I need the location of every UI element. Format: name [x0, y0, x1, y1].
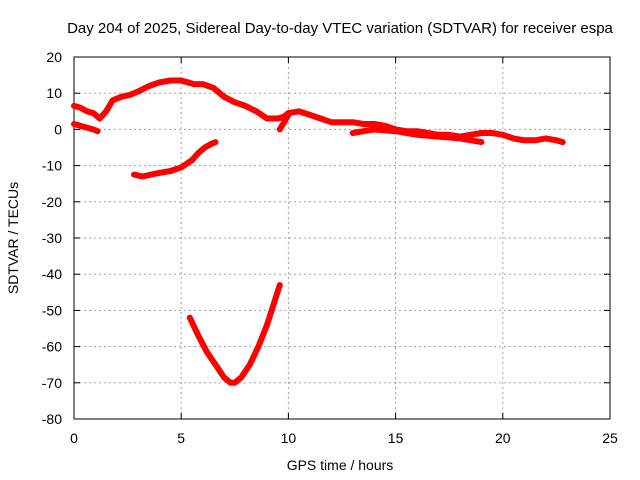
chart-title: Day 204 of 2025, Sidereal Day-to-day VTE…	[67, 20, 613, 37]
x-tick-label: 15	[388, 430, 404, 446]
y-tick-label: -60	[42, 339, 62, 355]
series-line-short-top-left	[71, 121, 101, 135]
x-tick-label: 25	[602, 430, 618, 446]
series-line-deep-v	[186, 282, 283, 386]
x-axis-label: GPS time / hours	[287, 457, 394, 473]
series-line-mid-branch	[276, 111, 292, 133]
x-tick-label: 20	[495, 430, 511, 446]
x-tick-label: 0	[70, 430, 78, 446]
y-tick-label: 20	[46, 49, 62, 65]
series-line-rising-arc	[131, 139, 219, 180]
x-tick-label: 10	[281, 430, 297, 446]
data-series	[71, 77, 566, 386]
grid-lines	[74, 57, 610, 419]
y-axis-label: SDTVAR / TECUs	[5, 182, 21, 294]
series-line-main-track	[71, 77, 566, 146]
y-tick-label: -70	[42, 375, 62, 391]
y-tick-label: 0	[54, 121, 62, 137]
y-tick-label: 10	[46, 85, 62, 101]
y-tick-label: -30	[42, 230, 62, 246]
y-tick-label: -40	[42, 266, 62, 282]
y-tick-label: -20	[42, 194, 62, 210]
y-tick-label: -80	[42, 411, 62, 427]
axis-ticks: 0 5 10 15 20 25 -80 -70 -60 -50 -40 -30 -20 -10 0 10 20	[42, 49, 618, 446]
x-tick-label: 5	[177, 430, 185, 446]
y-tick-label: -10	[42, 158, 62, 174]
y-tick-label: -50	[42, 302, 62, 318]
series-line-late-segment	[349, 126, 485, 146]
